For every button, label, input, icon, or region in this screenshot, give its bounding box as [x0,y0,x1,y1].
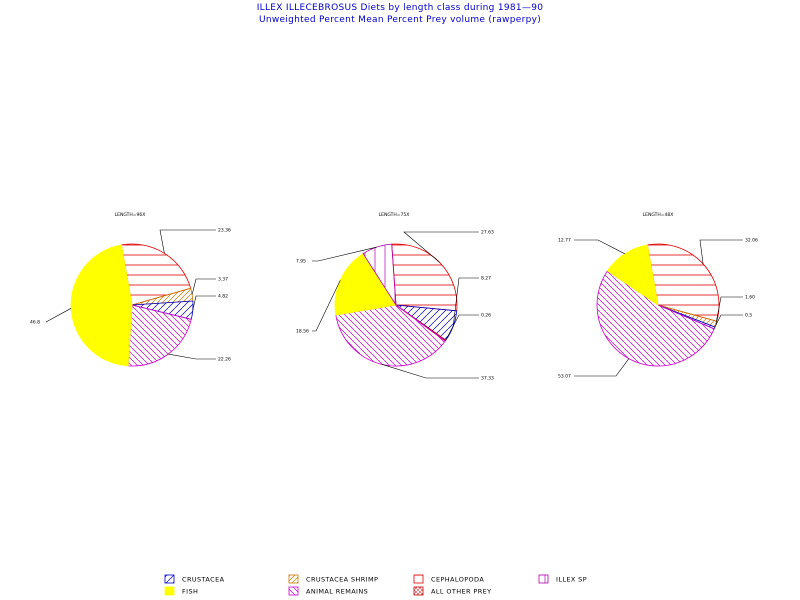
slice-value-label: 0.5 [745,313,752,319]
slice-leader-line [191,278,216,295]
slice-value-label: 0.26 [481,313,491,319]
pie-class-label: LENGTH=48X [643,212,674,218]
legend-swatch [538,574,549,584]
slice-value-label: 8.27 [481,276,491,282]
legend-swatch [164,574,175,584]
slice-leader-line [714,314,743,329]
pie-slice-fish [70,244,133,367]
slice-leader-line [168,353,216,360]
slice-leader-line [159,229,216,254]
chart-title: ILLEX ILLECEBROSUS Diets by length class… [256,3,544,13]
slice-value-label: 7.95 [296,259,306,265]
legend-swatch [413,574,424,584]
chart-subtitle: Unweighted Percent Mean Percent Prey vol… [258,15,542,25]
slice-value-label: 32.06 [745,238,758,244]
slice-leader-line [312,280,341,332]
pie-1: LENGTH=96X 23.36 3.37 4.82 22.26 46.8 [30,212,231,367]
pie-2: LENGTH=75X 27.63 8.27 0.26 37.33 18.56 7.95 [296,212,494,382]
slice-value-label: 23.36 [218,228,231,234]
pie-slice-cephalopoda [391,243,458,312]
legend-label: ILLEX SP [556,576,587,584]
legend-label: CEPHALOPODA [431,576,484,584]
pie-class-label: LENGTH=75X [379,212,410,218]
legend-item-cephalopoda: CEPHALOPODA [413,574,484,584]
legend-item-crustacea-shrimp: CRUSTACEA SHRIMP [288,574,378,584]
legend-swatch [288,586,299,596]
slice-leader-line [699,239,743,265]
slice-value-label: 27.63 [481,230,494,236]
pie-slice-fish [606,244,659,306]
slice-leader-line [574,358,630,377]
legend-item-crustacea: CRUSTACEA [164,574,225,584]
slice-leader-line [192,295,216,311]
legend-item-illex-sp: ILLEX SP [538,574,587,584]
pie-slice-animal-remains [127,304,192,367]
slice-value-label: 46.8 [30,320,40,326]
legend-swatch [288,574,299,584]
slice-leader-line [403,231,479,263]
slice-value-label: 1.60 [745,295,755,301]
slice-value-label: 53.07 [558,374,571,380]
slice-leader-line [452,277,479,327]
legend: CRUSTACEA FISH CRUSTACEA SHRIMP ANIMAL REMA… [164,574,587,596]
slice-value-label: 3.37 [218,277,228,283]
legend-swatch [413,586,424,596]
slice-value-label: 22.26 [218,357,231,363]
legend-item-fish: FISH [164,586,198,596]
pie-class-label: LENGTH=96X [115,212,146,218]
slice-value-label: 12.77 [558,238,571,244]
slice-leader-line [45,308,72,323]
legend-label: ANIMAL REMAINS [306,588,368,596]
slice-leader-line [574,239,625,255]
slice-leader-line [715,296,743,325]
legend-label: CRUSTACEA [182,576,225,584]
pie-slice-illex-sp [362,243,397,306]
slice-leader-line [445,314,479,341]
slice-leader-line [381,364,479,379]
legend-swatch [164,586,175,596]
legend-label: CRUSTACEA SHRIMP [306,576,378,584]
slice-leader-line [312,246,377,262]
slice-value-label: 18.56 [296,329,309,335]
legend-label: FISH [182,588,198,596]
slice-value-label: 37.33 [481,376,494,382]
slice-value-label: 4.82 [218,294,228,300]
legend-item-all-other-prey: ALL OTHER PREY [413,586,492,596]
legend-item-animal-remains: ANIMAL REMAINS [288,586,368,596]
pie-3: LENGTH=48X 32.06 1.60 0.5 53.07 12.77 [558,212,758,380]
legend-label: ALL OTHER PREY [431,588,492,596]
